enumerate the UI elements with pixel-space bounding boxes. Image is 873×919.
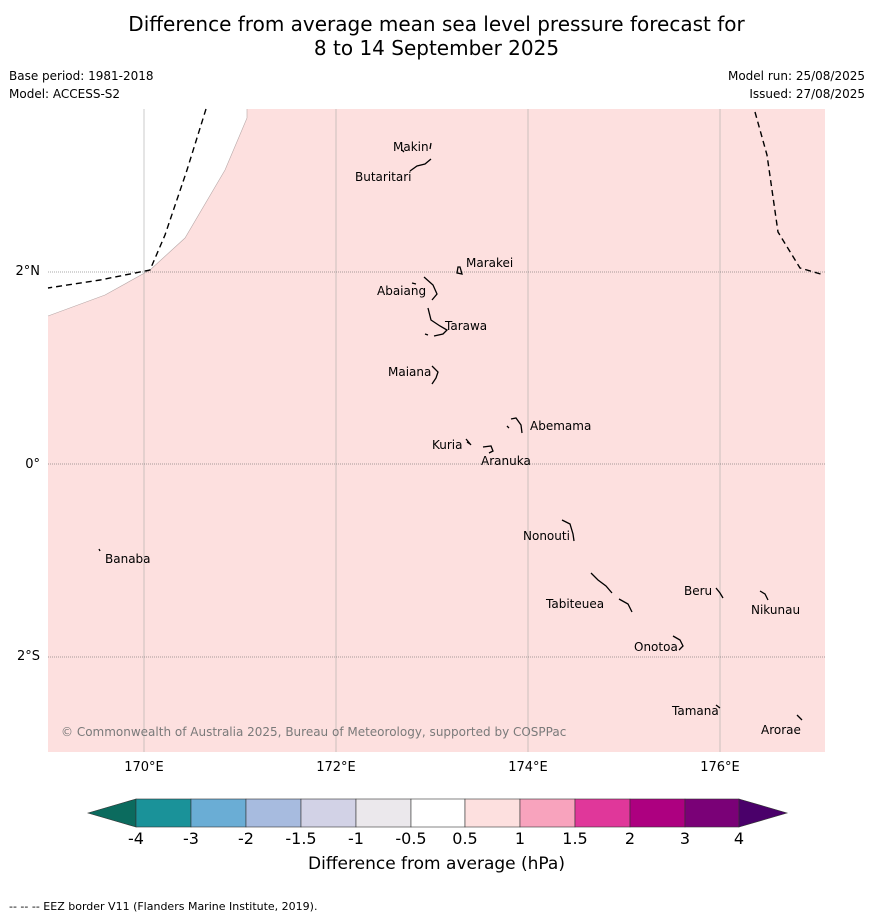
label-beru: Beru: [684, 584, 712, 598]
colorbar-tick: 3: [679, 829, 691, 848]
gridlines: [143, 109, 721, 752]
island-abaiang: [411, 276, 438, 301]
island-beru: [715, 587, 724, 599]
map-title: Difference from average mean sea level p…: [0, 12, 873, 60]
lat-gridlines: [48, 271, 825, 658]
colorbar-bin: [684, 798, 740, 828]
field-boundary: [47, 109, 248, 317]
colorbar-bin: [410, 798, 466, 828]
island-outlines: [98, 142, 803, 721]
colorbar-tick: -2: [238, 829, 254, 848]
copyright-notice: © Commonwealth of Australia 2025, Bureau…: [61, 725, 566, 739]
meta-right: Model run: 25/08/2025 Issued: 27/08/2025: [728, 69, 865, 105]
label-abemama: Abemama: [530, 419, 591, 433]
label-onotoa: Onotoa: [634, 640, 678, 654]
label-marakei: Marakei: [466, 256, 513, 270]
colorbar-tick: 4: [733, 829, 745, 848]
label-tabiteuea: Tabiteuea: [545, 597, 604, 611]
colorbar-bin: [519, 798, 576, 828]
pressure-anomaly-field: [48, 109, 825, 752]
lat-label-2s: 2°S: [16, 649, 40, 664]
lat-label-2n: 2°N: [15, 264, 41, 279]
label-tarawa: Tarawa: [444, 319, 487, 333]
island-tamana: [715, 704, 721, 709]
label-maiana: Maiana: [388, 365, 431, 379]
colorbar-tick: 0.5: [452, 829, 478, 848]
label-arorae: Arorae: [761, 723, 801, 737]
title-line-2: 8 to 14 September 2025: [313, 36, 560, 60]
colorbar-bin: [464, 798, 521, 828]
label-nonouti: Nonouti: [523, 529, 570, 543]
model-run: Model run: 25/08/2025: [727, 69, 865, 83]
meta-left: Base period: 1981-2018 Model: ACCESS-S2: [9, 69, 154, 105]
lat-label-0: 0°: [25, 457, 40, 472]
colorbar-tick: 1: [514, 829, 526, 848]
title-line-1: Difference from average mean sea level p…: [128, 12, 745, 36]
colorbar-tick: -1: [348, 829, 364, 848]
colorbar-bin: [135, 798, 192, 828]
island-nikunau: [759, 590, 769, 601]
label-aranuka: Aranuka: [481, 454, 531, 468]
island-tarawa: [424, 307, 449, 337]
lon-label-172: 172°E: [316, 760, 356, 775]
island-maiana: [431, 365, 439, 385]
colorbar-bin: [629, 798, 686, 828]
colorbar-tick: -4: [128, 829, 144, 848]
island-abemama: [506, 417, 523, 434]
island-makin: [401, 142, 432, 153]
label-abaiang: Abaiang: [377, 284, 426, 298]
issued-date: Issued: 27/08/2025: [749, 87, 865, 101]
island-marakei: [456, 266, 463, 275]
colorbar-tick: -0.5: [395, 829, 427, 848]
eez-border: [47, 108, 825, 289]
colorbar-tick: -1.5: [285, 829, 317, 848]
label-kuria: Kuria: [432, 438, 463, 452]
colorbar-low-arrow: [86, 798, 137, 828]
island-labels: Makin Butaritari Marakei Abaiang Tarawa …: [105, 140, 801, 737]
label-butaritari: Butaritari: [355, 170, 412, 184]
island-kuria: [465, 438, 472, 446]
island-aranuka: [482, 445, 494, 454]
colorbar-bin: [355, 798, 412, 828]
island-tabiteuea: [590, 572, 633, 613]
label-tamana: Tamana: [671, 704, 719, 718]
colorbar: [86, 798, 789, 828]
label-nikunau: Nikunau: [751, 603, 800, 617]
lon-label-176: 176°E: [700, 760, 740, 775]
colorbar-tick: 1.5: [562, 829, 588, 848]
island-arorae: [796, 714, 803, 721]
colorbar-bin: [190, 798, 247, 828]
label-makin: Makin: [393, 140, 429, 154]
colorbar-tick: 2: [624, 829, 636, 848]
colorbar-title: Difference from average (hPa): [308, 854, 565, 874]
model-name: Model: ACCESS-S2: [9, 87, 121, 101]
eez-footnote: -- -- -- EEZ border V11 (Flanders Marine…: [9, 900, 318, 913]
island-nonouti: [561, 519, 575, 542]
base-period: Base period: 1981-2018: [9, 69, 154, 83]
island-onotoa: [672, 635, 684, 651]
lon-label-170: 170°E: [124, 760, 164, 775]
colorbar-tick: -3: [183, 829, 199, 848]
island-banaba: [98, 548, 101, 552]
lon-label-174: 174°E: [508, 760, 548, 775]
colorbar-bin: [300, 798, 357, 828]
colorbar-bin: [245, 798, 302, 828]
colorbar-bin: [574, 798, 631, 828]
island-butaritari: [409, 158, 432, 172]
colorbar-high-arrow: [738, 798, 789, 828]
label-banaba: Banaba: [105, 552, 151, 566]
